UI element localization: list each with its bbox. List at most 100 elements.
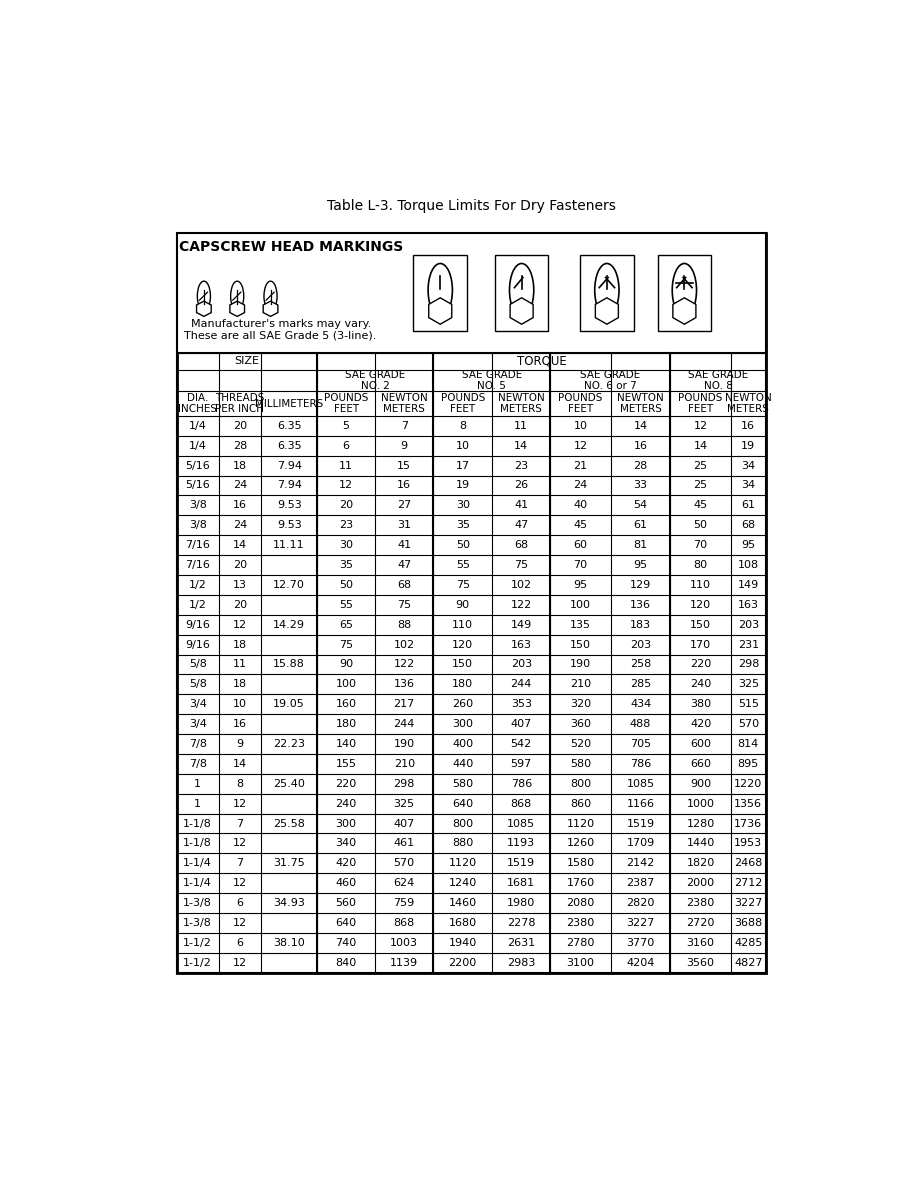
Text: 320: 320 — [570, 700, 591, 709]
Text: 3100: 3100 — [566, 958, 595, 968]
Text: 160: 160 — [336, 700, 356, 709]
Text: 7: 7 — [236, 819, 243, 828]
Text: 20: 20 — [339, 500, 353, 511]
Text: 100: 100 — [570, 600, 591, 609]
Text: 61: 61 — [742, 500, 756, 511]
Text: 2631: 2631 — [507, 937, 535, 948]
Text: 3227: 3227 — [734, 898, 763, 908]
Text: 420: 420 — [690, 719, 711, 729]
Text: 47: 47 — [514, 520, 529, 530]
Text: 407: 407 — [394, 819, 415, 828]
Text: 25: 25 — [694, 480, 708, 491]
Text: 163: 163 — [738, 600, 759, 609]
Text: 180: 180 — [335, 719, 357, 729]
Text: 1-1/8: 1-1/8 — [184, 839, 212, 848]
Bar — [580, 254, 633, 330]
Text: 55: 55 — [455, 560, 470, 570]
Text: NEWTON
METERS: NEWTON METERS — [381, 393, 428, 415]
Text: 31: 31 — [397, 520, 411, 530]
Text: 7: 7 — [236, 858, 243, 868]
Text: 7/8: 7/8 — [189, 739, 207, 748]
Text: 300: 300 — [336, 819, 356, 828]
Text: 25: 25 — [694, 461, 708, 470]
Text: 75: 75 — [514, 560, 528, 570]
Text: 1085: 1085 — [626, 779, 655, 789]
Text: 1356: 1356 — [734, 798, 762, 809]
Text: 1193: 1193 — [507, 839, 535, 848]
Text: 163: 163 — [510, 639, 532, 650]
Bar — [657, 254, 711, 330]
Text: 30: 30 — [339, 541, 353, 550]
Text: POUNDS
FEET: POUNDS FEET — [678, 393, 722, 415]
Text: 217: 217 — [394, 700, 415, 709]
Text: 17: 17 — [455, 461, 470, 470]
Text: 12.70: 12.70 — [274, 580, 305, 590]
Text: NEWTON
METERS: NEWTON METERS — [498, 393, 544, 415]
Text: 12: 12 — [574, 441, 588, 450]
Text: 68: 68 — [741, 520, 756, 530]
Text: 120: 120 — [453, 639, 474, 650]
Text: 1260: 1260 — [566, 839, 595, 848]
Text: 1519: 1519 — [507, 858, 535, 868]
Text: 110: 110 — [453, 620, 473, 630]
Text: 20: 20 — [233, 600, 247, 609]
Text: 660: 660 — [690, 759, 711, 769]
Text: 61: 61 — [633, 520, 647, 530]
Text: 190: 190 — [394, 739, 415, 748]
Text: 16: 16 — [233, 719, 247, 729]
Text: 21: 21 — [574, 461, 588, 470]
Text: 3/4: 3/4 — [189, 719, 207, 729]
Text: 12: 12 — [694, 421, 708, 431]
Text: 41: 41 — [397, 541, 411, 550]
Text: 1-1/2: 1-1/2 — [184, 937, 212, 948]
Text: THREADS
PER INCH: THREADS PER INCH — [215, 393, 264, 415]
Text: 108: 108 — [738, 560, 759, 570]
Text: 244: 244 — [510, 680, 532, 689]
Text: 65: 65 — [339, 620, 353, 630]
Text: 600: 600 — [690, 739, 711, 748]
Text: 50: 50 — [694, 520, 708, 530]
Text: 1220: 1220 — [734, 779, 763, 789]
Text: 2780: 2780 — [566, 937, 595, 948]
Text: 1166: 1166 — [627, 798, 655, 809]
Text: 3160: 3160 — [687, 937, 714, 948]
Text: 1580: 1580 — [566, 858, 595, 868]
Text: 1/4: 1/4 — [189, 421, 207, 431]
Ellipse shape — [509, 264, 533, 317]
Text: 2380: 2380 — [687, 898, 715, 908]
Text: 14: 14 — [694, 441, 708, 450]
Text: 868: 868 — [394, 918, 415, 928]
Text: 895: 895 — [738, 759, 759, 769]
Text: 16: 16 — [397, 480, 411, 491]
Text: 12: 12 — [233, 839, 247, 848]
Text: 100: 100 — [336, 680, 356, 689]
Text: 1709: 1709 — [626, 839, 655, 848]
Text: 10: 10 — [574, 421, 588, 431]
Text: 900: 900 — [690, 779, 711, 789]
Text: 2720: 2720 — [687, 918, 715, 928]
Text: 440: 440 — [452, 759, 474, 769]
Ellipse shape — [428, 264, 453, 317]
Text: 285: 285 — [630, 680, 651, 689]
Text: 5/8: 5/8 — [189, 659, 207, 670]
Text: 6: 6 — [237, 898, 243, 908]
Text: 1680: 1680 — [449, 918, 476, 928]
Text: SAE GRADE
NO. 6 or 7: SAE GRADE NO. 6 or 7 — [580, 369, 641, 391]
Text: 68: 68 — [514, 541, 528, 550]
Text: 759: 759 — [394, 898, 415, 908]
Text: 240: 240 — [335, 798, 357, 809]
Text: 7/8: 7/8 — [189, 759, 207, 769]
Text: 1760: 1760 — [566, 878, 595, 889]
Polygon shape — [196, 302, 211, 316]
Text: 1736: 1736 — [734, 819, 762, 828]
Text: 7.94: 7.94 — [276, 461, 302, 470]
Text: 380: 380 — [690, 700, 711, 709]
Text: 300: 300 — [453, 719, 473, 729]
Text: 298: 298 — [394, 779, 415, 789]
Text: 50: 50 — [339, 580, 353, 590]
Text: 30: 30 — [455, 500, 470, 511]
Text: 2200: 2200 — [449, 958, 476, 968]
Text: 4204: 4204 — [626, 958, 655, 968]
Text: 2983: 2983 — [507, 958, 535, 968]
Text: 1120: 1120 — [449, 858, 476, 868]
